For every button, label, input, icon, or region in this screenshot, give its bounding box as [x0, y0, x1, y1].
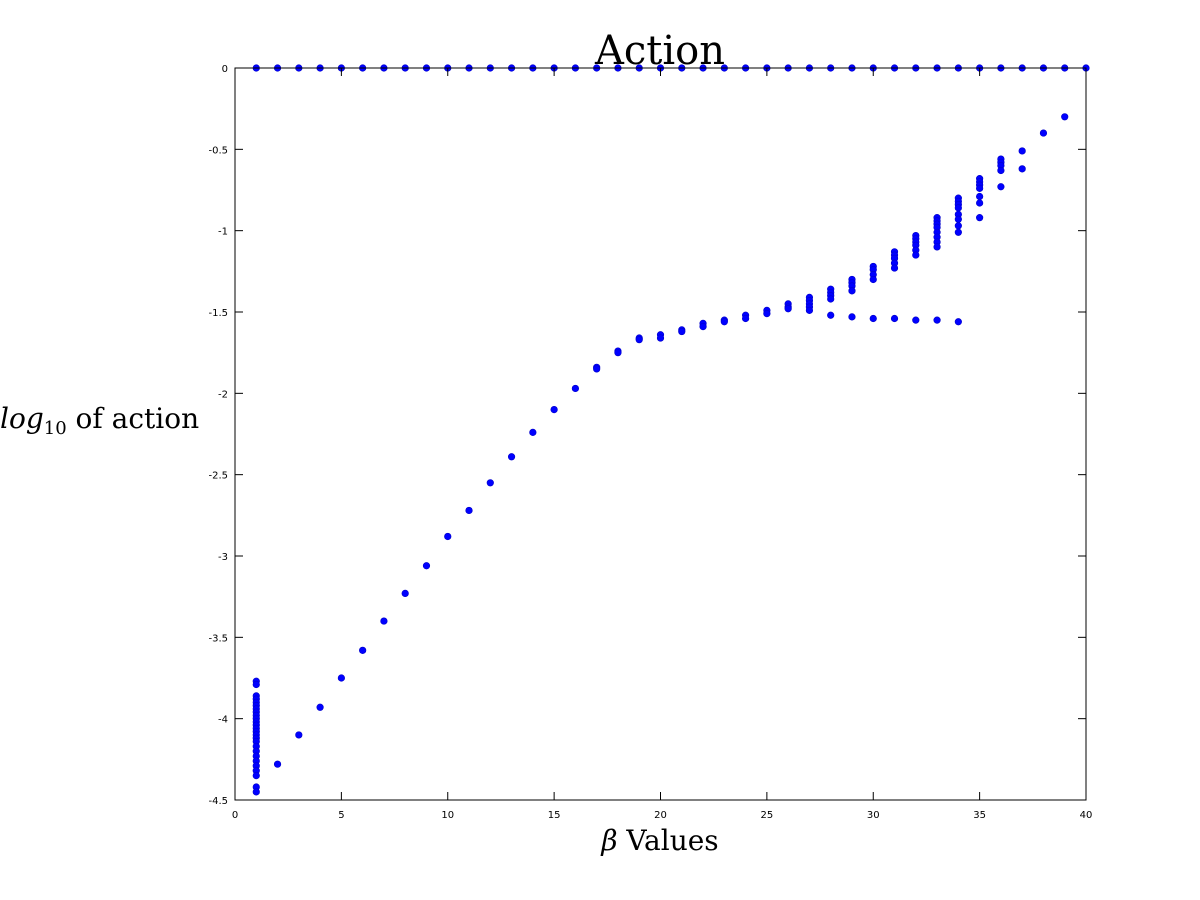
- data-point: [784, 305, 792, 313]
- data-point: [295, 731, 303, 739]
- data-point: [380, 617, 388, 625]
- data-point: [359, 646, 367, 654]
- data-point: [635, 336, 643, 344]
- y-tick-label: -1.5: [208, 308, 228, 319]
- y-axis-label: log10 of action: [0, 402, 199, 439]
- y-tick-label: -2.5: [208, 471, 228, 482]
- x-tick-label: 0: [232, 810, 238, 821]
- y-tick-label: -0.5: [208, 145, 228, 156]
- data-point: [316, 703, 324, 711]
- data-point: [954, 215, 962, 223]
- data-point: [252, 771, 260, 780]
- data-point: [571, 384, 580, 393]
- data-point: [486, 479, 494, 487]
- data-point: [976, 199, 984, 207]
- data-point: [933, 316, 941, 324]
- data-point: [890, 314, 899, 323]
- data-point: [997, 166, 1005, 175]
- x-tick-label: 35: [973, 810, 986, 821]
- data-point: [1018, 147, 1026, 155]
- data-point: [827, 311, 835, 319]
- data-point: [954, 222, 962, 230]
- data-point: [912, 251, 920, 259]
- data-point: [1018, 165, 1026, 173]
- data-point: [933, 243, 941, 251]
- data-point: [848, 313, 856, 321]
- data-point: [763, 310, 771, 318]
- x-axis-label: β Values: [600, 824, 718, 857]
- data-point: [422, 562, 431, 570]
- x-tick-label: 40: [1080, 810, 1093, 821]
- axis-ticks: 0 5 10 15 20 25 30 35 40 0 -0.5 -1 -1.5 -2 -2.5 -3 -3.5 -…: [208, 64, 1092, 821]
- data-point: [699, 323, 707, 331]
- data-point: [337, 674, 345, 682]
- data-point: [954, 318, 962, 326]
- data-point: [550, 406, 558, 414]
- data-point: [827, 295, 835, 303]
- data-point: [656, 334, 665, 342]
- data-points: [252, 64, 1090, 796]
- data-point: [741, 314, 750, 323]
- data-point: [869, 275, 877, 284]
- data-point: [593, 365, 601, 373]
- y-tick-label: -3: [218, 552, 228, 563]
- y-tick-label: -4: [218, 715, 228, 726]
- data-point: [273, 760, 282, 768]
- data-point: [678, 327, 686, 336]
- x-tick-label: 20: [654, 810, 667, 821]
- y-tick-label: -2: [218, 389, 228, 400]
- data-point: [1061, 113, 1069, 121]
- y-tick-label: -1: [218, 227, 228, 238]
- plot-area-frame: [234, 67, 1087, 801]
- data-point: [444, 532, 452, 541]
- data-point: [954, 228, 962, 236]
- data-point: [720, 318, 728, 326]
- data-point: [912, 316, 920, 324]
- data-point: [997, 183, 1005, 191]
- data-point: [507, 453, 516, 461]
- data-point: [954, 204, 962, 212]
- x-tick-label: 5: [338, 810, 344, 821]
- data-point: [252, 788, 260, 796]
- y-tick-label: -3.5: [208, 633, 228, 644]
- x-tick-label: 15: [548, 810, 561, 821]
- data-point: [401, 589, 409, 598]
- data-point: [805, 306, 814, 314]
- data-point: [465, 506, 473, 515]
- x-tick-label: 25: [761, 810, 774, 821]
- data-point: [890, 264, 899, 272]
- data-point: [529, 428, 537, 436]
- x-tick-label: 10: [441, 810, 454, 821]
- data-point: [976, 214, 984, 222]
- data-point: [976, 184, 984, 192]
- data-point: [1039, 129, 1048, 137]
- data-point: [976, 192, 984, 201]
- data-point: [848, 287, 856, 295]
- data-point: [614, 349, 622, 357]
- y-tick-label: -4.5: [208, 796, 228, 807]
- data-point: [252, 680, 260, 689]
- x-tick-label: 30: [867, 810, 880, 821]
- y-tick-label: 0: [222, 64, 228, 75]
- data-point: [869, 314, 877, 323]
